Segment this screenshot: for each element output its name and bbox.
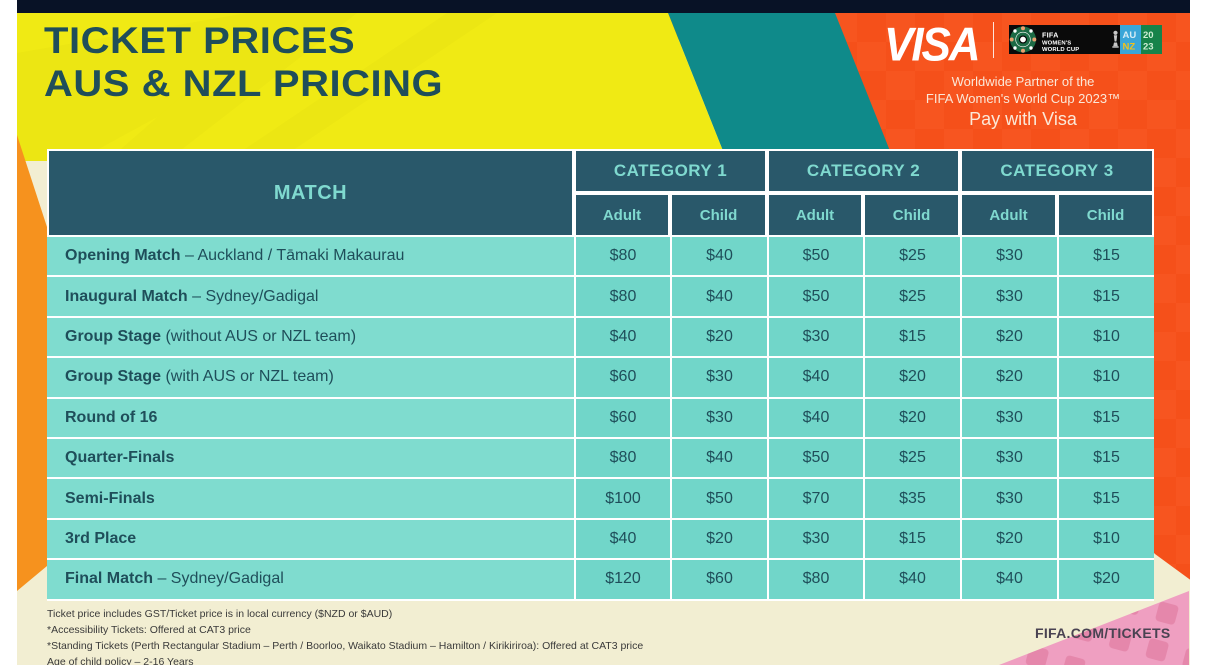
svg-text:FIFA: FIFA — [1042, 31, 1059, 40]
svg-text:AU: AU — [1123, 30, 1137, 41]
svg-text:WORLD CUP: WORLD CUP — [1042, 47, 1079, 53]
svg-text:20: 20 — [1143, 30, 1154, 41]
svg-text:NZ: NZ — [1123, 42, 1136, 53]
svg-text:WOMEN'S: WOMEN'S — [1042, 40, 1071, 46]
svg-text:23: 23 — [1143, 42, 1154, 53]
